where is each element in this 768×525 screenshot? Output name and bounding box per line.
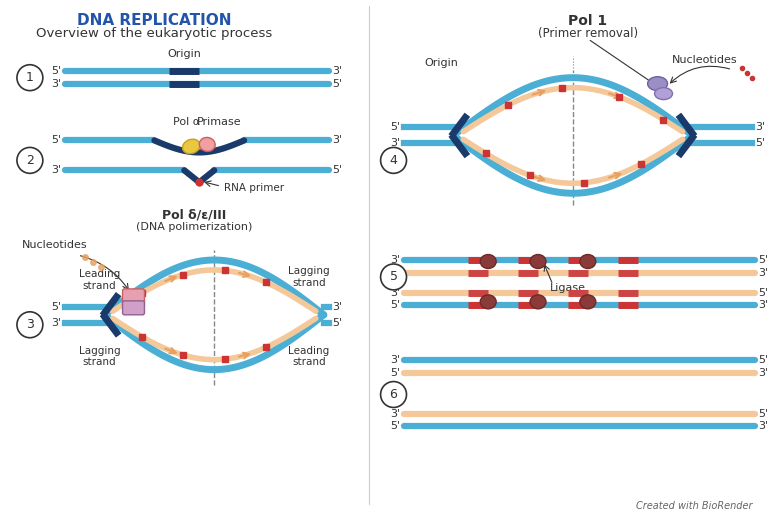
Text: 6: 6 — [389, 388, 398, 401]
Ellipse shape — [480, 295, 496, 309]
Circle shape — [17, 312, 43, 338]
FancyBboxPatch shape — [123, 289, 144, 307]
Text: Leading
strand: Leading strand — [288, 346, 329, 368]
Circle shape — [381, 148, 406, 173]
Text: 5': 5' — [332, 165, 342, 175]
Ellipse shape — [480, 255, 496, 268]
Text: Lagging
strand: Lagging strand — [288, 266, 329, 288]
Text: 5: 5 — [389, 270, 398, 284]
Text: Pol α: Pol α — [173, 117, 200, 127]
Text: RNA primer: RNA primer — [224, 183, 284, 193]
Text: 4: 4 — [389, 154, 398, 167]
Circle shape — [17, 148, 43, 173]
Text: Nucleotides: Nucleotides — [22, 240, 88, 250]
Text: Created with BioRender: Created with BioRender — [636, 501, 752, 511]
Text: 5': 5' — [390, 300, 401, 310]
Text: 3': 3' — [758, 300, 768, 310]
Text: 5': 5' — [758, 410, 768, 419]
Text: 1: 1 — [26, 71, 34, 84]
Text: Pol δ/ε/III: Pol δ/ε/III — [162, 208, 227, 222]
Text: Nucleotides: Nucleotides — [672, 55, 737, 65]
Text: 5': 5' — [51, 135, 61, 145]
Text: 3': 3' — [390, 288, 401, 298]
Text: 5': 5' — [51, 302, 61, 312]
Circle shape — [381, 382, 406, 407]
Text: (Primer removal): (Primer removal) — [538, 27, 638, 40]
Text: 5': 5' — [390, 122, 401, 132]
Text: 3': 3' — [51, 165, 61, 175]
Text: 5': 5' — [51, 66, 61, 76]
Text: DNA REPLICATION: DNA REPLICATION — [77, 14, 232, 28]
Text: 5': 5' — [755, 139, 766, 149]
Text: 3: 3 — [26, 318, 34, 331]
Ellipse shape — [530, 255, 546, 268]
Text: 5': 5' — [390, 268, 401, 278]
Text: 3': 3' — [758, 422, 768, 432]
Text: 5': 5' — [332, 318, 342, 328]
FancyBboxPatch shape — [123, 301, 144, 315]
Text: 3': 3' — [51, 79, 61, 89]
Text: 5': 5' — [758, 288, 768, 298]
Ellipse shape — [647, 77, 667, 91]
Text: (DNA polimerization): (DNA polimerization) — [136, 222, 253, 232]
Text: Primase: Primase — [197, 117, 241, 127]
Ellipse shape — [183, 139, 200, 154]
Circle shape — [381, 264, 406, 290]
Text: Origin: Origin — [167, 49, 201, 59]
Text: 3': 3' — [755, 122, 766, 132]
Ellipse shape — [530, 295, 546, 309]
Text: 5': 5' — [390, 422, 401, 432]
Text: 3': 3' — [390, 355, 401, 365]
Text: 2: 2 — [26, 154, 34, 167]
Text: 3': 3' — [758, 368, 768, 377]
Text: Pol 1: Pol 1 — [568, 14, 607, 28]
Text: 3': 3' — [332, 302, 342, 312]
Text: 5': 5' — [332, 79, 342, 89]
Text: 3': 3' — [332, 66, 342, 76]
Ellipse shape — [580, 295, 596, 309]
Text: 5': 5' — [758, 355, 768, 365]
Text: Leading
strand: Leading strand — [79, 269, 121, 291]
Ellipse shape — [654, 88, 673, 100]
Circle shape — [17, 65, 43, 91]
Ellipse shape — [580, 255, 596, 268]
Text: Overview of the eukaryotic process: Overview of the eukaryotic process — [36, 27, 273, 40]
Text: 3': 3' — [390, 255, 401, 265]
Text: 5': 5' — [390, 368, 401, 377]
Ellipse shape — [199, 138, 215, 151]
Text: Origin: Origin — [425, 58, 458, 68]
Text: 3': 3' — [390, 139, 401, 149]
Text: 3': 3' — [51, 318, 61, 328]
Text: 3': 3' — [758, 268, 768, 278]
Text: Lagging
strand: Lagging strand — [79, 346, 121, 368]
Text: 5': 5' — [758, 255, 768, 265]
Text: Ligase: Ligase — [550, 283, 586, 293]
Text: 3': 3' — [390, 410, 401, 419]
Text: 3': 3' — [332, 135, 342, 145]
